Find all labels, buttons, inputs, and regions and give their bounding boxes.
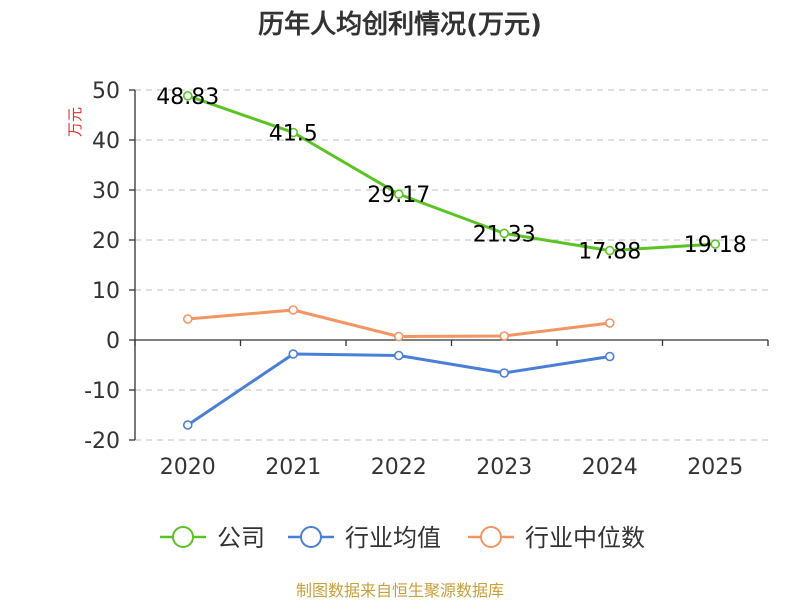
x-tick-label: 2021 <box>265 455 321 480</box>
legend-label: 行业均值 <box>345 524 441 552</box>
source-note: 制图数据来自恒生聚源数据库 <box>296 581 504 600</box>
legend-marker <box>480 526 502 548</box>
series-layer <box>182 91 721 430</box>
legend-label: 行业中位数 <box>525 524 645 552</box>
data-label: 41.5 <box>269 122 318 147</box>
data-label: 48.83 <box>156 85 219 110</box>
series-point <box>393 350 404 361</box>
y-tick-label: -10 <box>84 379 120 404</box>
series-point <box>604 351 615 362</box>
y-tick-label: 10 <box>92 279 120 304</box>
y-tick-label: 40 <box>92 129 120 154</box>
series-point <box>604 245 615 256</box>
series-point <box>182 314 193 324</box>
series-line <box>187 94 716 253</box>
y-tick-label: 0 <box>106 329 120 354</box>
series-point <box>182 91 193 101</box>
x-tick-label: 2020 <box>160 455 216 480</box>
legend-marker <box>172 526 194 548</box>
series-point <box>499 368 510 378</box>
data-label: 21.33 <box>473 222 536 247</box>
x-tick-label: 2024 <box>582 455 638 480</box>
axis-layer: 50 40 30 20 10 0 -10 -20 2020 2021 2022 2023 2024 202… <box>84 79 769 480</box>
series-point <box>288 127 299 138</box>
series-point <box>182 420 193 430</box>
series-point <box>604 318 615 328</box>
legend-item[interactable]: 行业均值 <box>288 524 441 552</box>
legend: 公司 行业均值 行业中位数 <box>160 524 645 552</box>
series-point <box>288 349 299 359</box>
data-label: 17.88 <box>578 240 641 265</box>
data-label: 19.18 <box>684 233 747 258</box>
legend-marker <box>300 526 322 548</box>
series-point <box>288 305 299 315</box>
data-label-layer: 48.83 41.5 29.17 21.33 17.88 19.18 <box>156 85 746 265</box>
y-tick-label: 50 <box>92 79 120 104</box>
x-tick-label: 2025 <box>687 455 743 480</box>
legend-item[interactable]: 公司 <box>160 524 265 552</box>
series-point <box>499 331 510 341</box>
legend-label: 公司 <box>217 524 265 552</box>
y-axis-label: 万元 <box>66 107 84 137</box>
y-tick-label: -20 <box>84 429 120 454</box>
series-point <box>499 228 510 239</box>
series-point <box>393 189 404 199</box>
legend-item[interactable]: 行业中位数 <box>468 524 645 552</box>
series-point <box>710 239 721 249</box>
y-tick-label: 30 <box>92 179 120 204</box>
y-tick-label: 20 <box>92 229 120 254</box>
series-point <box>393 331 404 342</box>
grid-layer <box>135 89 768 441</box>
x-tick-label: 2022 <box>371 455 427 480</box>
x-tick-label: 2023 <box>476 455 532 480</box>
chart-title: 历年人均创利情况(万元) <box>258 9 542 40</box>
data-label: 29.17 <box>367 183 430 208</box>
